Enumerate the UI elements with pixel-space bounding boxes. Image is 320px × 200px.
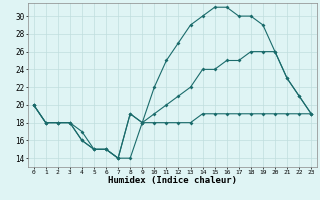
X-axis label: Humidex (Indice chaleur): Humidex (Indice chaleur)	[108, 176, 237, 185]
